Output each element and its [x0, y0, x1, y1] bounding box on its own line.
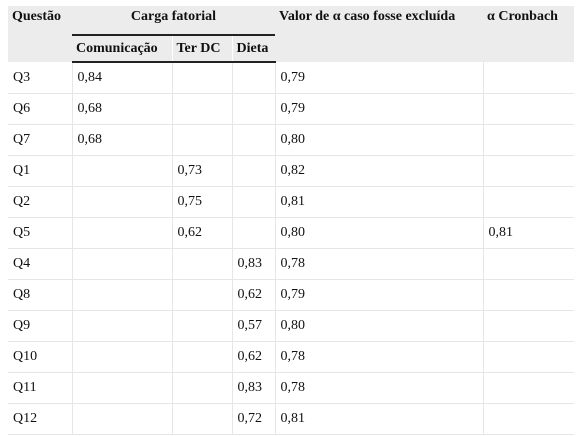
cell-comunicacao: [72, 155, 173, 187]
table-row: Q5 0,62 0,80 0,81: [8, 217, 575, 249]
cell-comunicacao: 0,68: [72, 93, 173, 125]
cell-dieta: [232, 62, 276, 94]
cell-ter-dc: 0,75: [172, 186, 233, 218]
cell-dieta: [232, 124, 276, 156]
cell-comunicacao: [72, 341, 173, 373]
cell-valor-alpha: 0,78: [275, 372, 484, 404]
cell-ter-dc: [172, 372, 233, 404]
factor-loading-table: Questão Carga fatorial Valor de α caso f…: [8, 6, 575, 435]
table-row: Q7 0,68 0,80: [8, 124, 575, 156]
cell-valor-alpha: 0,80: [275, 217, 484, 249]
table-row: Q11 0,83 0,78: [8, 372, 575, 404]
table-row: Q3 0,84 0,79: [8, 62, 575, 94]
cell-valor-alpha: 0,80: [275, 310, 484, 342]
cell-questao: Q12: [8, 403, 73, 435]
header-ter-dc: Ter DC: [172, 35, 233, 63]
header-dieta: Dieta: [232, 35, 276, 63]
cell-ter-dc: [172, 310, 233, 342]
header-valor-alpha: Valor de α caso fosse excluída: [275, 6, 484, 62]
cell-dieta: 0,57: [232, 310, 276, 342]
cell-questao: Q11: [8, 372, 73, 404]
cell-valor-alpha: 0,78: [275, 341, 484, 373]
header-questao: Questão: [8, 6, 72, 62]
cell-alpha-cronbach: [483, 124, 575, 156]
cell-dieta: [232, 155, 276, 187]
cell-comunicacao: [72, 186, 173, 218]
cell-comunicacao: 0,68: [72, 124, 173, 156]
cell-comunicacao: [72, 217, 173, 249]
cell-questao: Q2: [8, 186, 73, 218]
cell-ter-dc: [172, 124, 233, 156]
table-row: Q12 0,72 0,81: [8, 403, 575, 435]
cell-ter-dc: [172, 248, 233, 280]
cell-dieta: 0,62: [232, 341, 276, 373]
cell-questao: Q8: [8, 279, 73, 311]
cell-ter-dc: 0,73: [172, 155, 233, 187]
table-row: Q8 0,62 0,79: [8, 279, 575, 311]
header-carga-fatorial: Carga fatorial: [72, 6, 276, 36]
table-row: Q10 0,62 0,78: [8, 341, 575, 373]
cell-questao: Q10: [8, 341, 73, 373]
cell-valor-alpha: 0,79: [275, 279, 484, 311]
cell-comunicacao: [72, 279, 173, 311]
cell-valor-alpha: 0,78: [275, 248, 484, 280]
cell-dieta: 0,83: [232, 372, 276, 404]
cell-alpha-cronbach: [483, 155, 575, 187]
cell-comunicacao: [72, 403, 173, 435]
cell-comunicacao: [72, 248, 173, 280]
cell-alpha-cronbach: 0,81: [483, 217, 575, 249]
cell-valor-alpha: 0,79: [275, 62, 484, 94]
cell-dieta: [232, 186, 276, 218]
cell-valor-alpha: 0,79: [275, 93, 484, 125]
cell-questao: Q9: [8, 310, 73, 342]
cell-questao: Q5: [8, 217, 73, 249]
cell-alpha-cronbach: [483, 279, 575, 311]
cell-dieta: 0,62: [232, 279, 276, 311]
cell-alpha-cronbach: [483, 403, 575, 435]
cell-alpha-cronbach: [483, 248, 575, 280]
cell-questao: Q1: [8, 155, 73, 187]
header-comunicacao: Comunicação: [72, 35, 173, 63]
cell-comunicacao: 0,84: [72, 62, 173, 94]
table-row: Q6 0,68 0,79: [8, 93, 575, 125]
cell-valor-alpha: 0,81: [275, 403, 484, 435]
cell-comunicacao: [72, 372, 173, 404]
cell-alpha-cronbach: [483, 62, 575, 94]
table-row: Q2 0,75 0,81: [8, 186, 575, 218]
cell-valor-alpha: 0,82: [275, 155, 484, 187]
cell-ter-dc: 0,62: [172, 217, 233, 249]
cell-ter-dc: [172, 93, 233, 125]
cell-valor-alpha: 0,80: [275, 124, 484, 156]
cell-alpha-cronbach: [483, 93, 575, 125]
table-row: Q4 0,83 0,78: [8, 248, 575, 280]
cell-ter-dc: [172, 341, 233, 373]
table-body: Q3 0,84 0,79 Q6 0,68 0,79 Q7 0,68 0,80 Q1 0,73 0,82…: [8, 62, 575, 435]
cell-dieta: [232, 93, 276, 125]
cell-questao: Q3: [8, 62, 73, 94]
cell-alpha-cronbach: [483, 310, 575, 342]
cell-ter-dc: [172, 62, 233, 94]
table-row: Q1 0,73 0,82: [8, 155, 575, 187]
cell-dieta: [232, 217, 276, 249]
cell-questao: Q4: [8, 248, 73, 280]
cell-ter-dc: [172, 279, 233, 311]
cell-alpha-cronbach: [483, 186, 575, 218]
table-row: Q9 0,57 0,80: [8, 310, 575, 342]
cell-dieta: 0,83: [232, 248, 276, 280]
table-header: Questão Carga fatorial Valor de α caso f…: [8, 6, 575, 63]
cell-questao: Q6: [8, 93, 73, 125]
cell-ter-dc: [172, 403, 233, 435]
cell-alpha-cronbach: [483, 341, 575, 373]
cell-dieta: 0,72: [232, 403, 276, 435]
header-alpha-cronbach: α Cronbach: [483, 6, 575, 62]
cell-questao: Q7: [8, 124, 73, 156]
cell-comunicacao: [72, 310, 173, 342]
cell-alpha-cronbach: [483, 372, 575, 404]
cell-valor-alpha: 0,81: [275, 186, 484, 218]
